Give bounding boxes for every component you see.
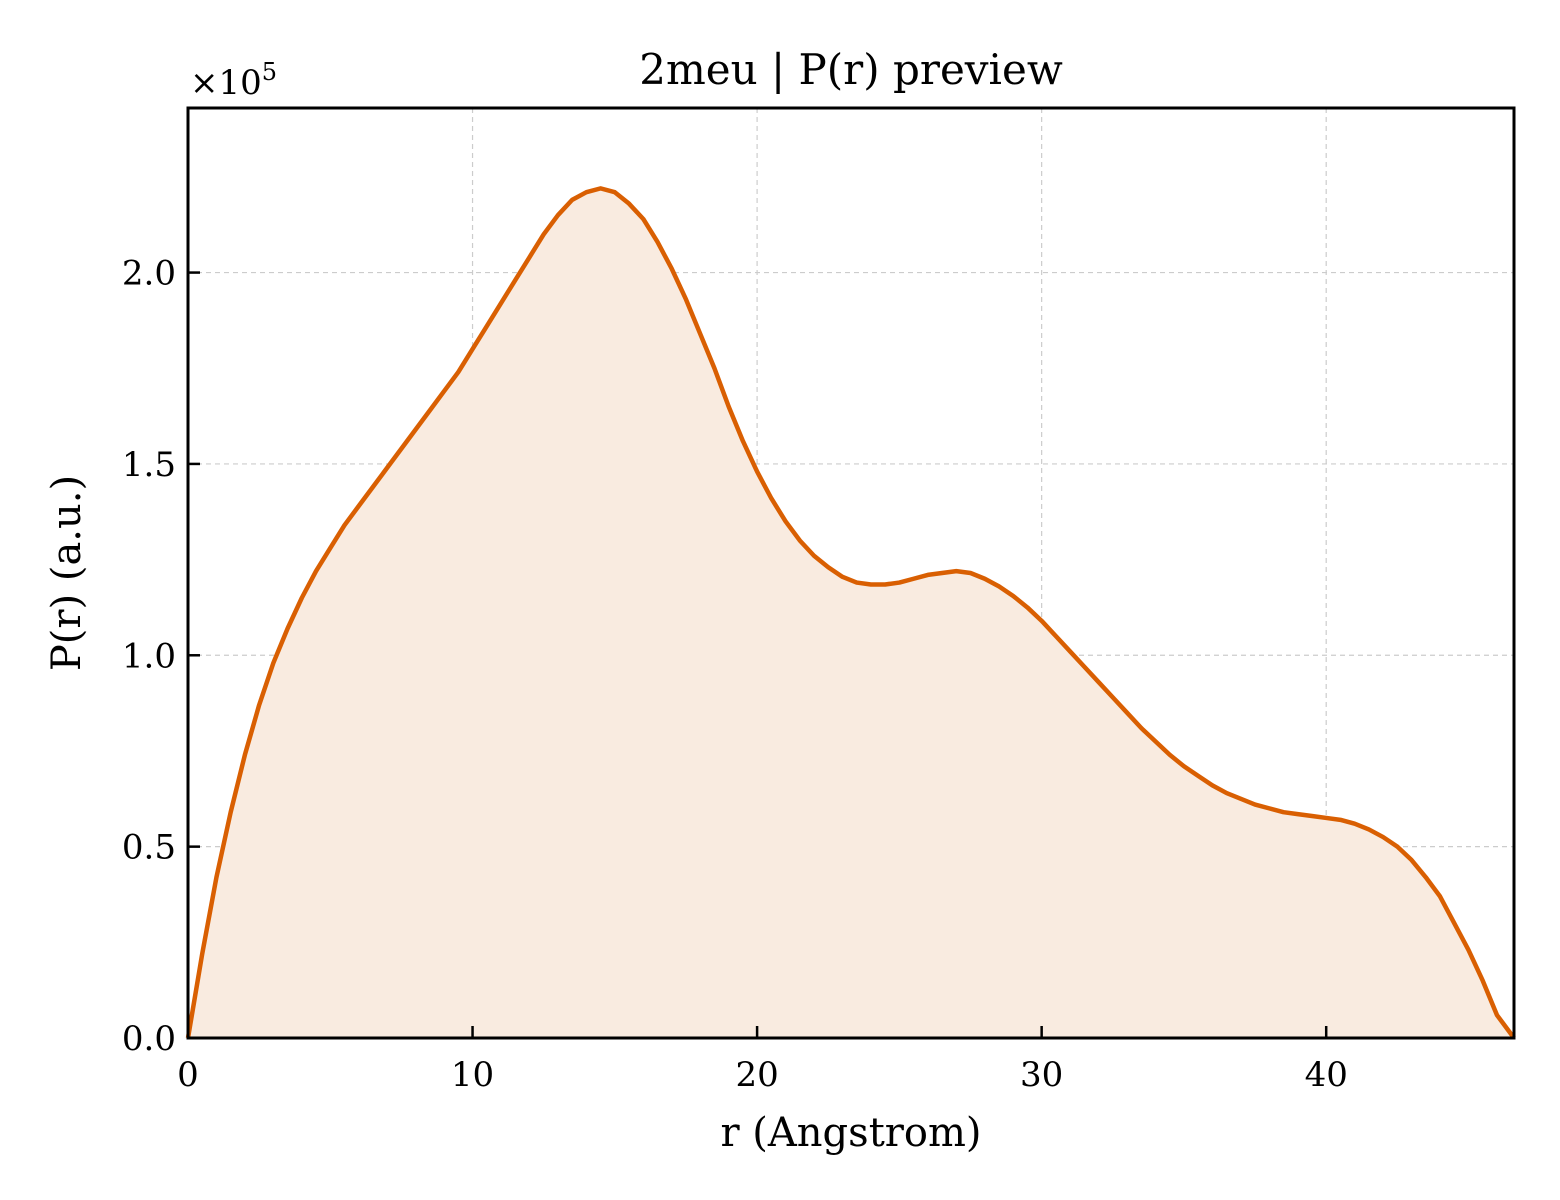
- y-tick-label: 0.5: [122, 828, 176, 868]
- plot-frame: [186, 106, 1516, 1040]
- y-tick-label: 0.0: [122, 1019, 176, 1059]
- x-tick-label: 30: [1020, 1055, 1063, 1095]
- y-tick-label: 2.0: [122, 254, 176, 294]
- y-multiplier-exponent: 5: [262, 58, 277, 86]
- area-fill: [188, 188, 1514, 1038]
- y-tick-label: 1.5: [122, 445, 176, 485]
- x-axis-label: r (Angstrom): [720, 1110, 981, 1156]
- y-axis-label: P(r) (a.u.): [44, 475, 90, 671]
- y-tick-labels: 0.0 0.5 1.0 1.5 2.0: [122, 254, 176, 1059]
- x-tick-label: 40: [1305, 1055, 1348, 1095]
- y-multiplier: ×105: [190, 58, 277, 103]
- y-tick-label: 1.0: [122, 636, 176, 676]
- series-line: [185, 186, 1516, 1040]
- x-tick-label: 20: [735, 1055, 778, 1095]
- chart-title: 2meu | P(r) preview: [639, 45, 1063, 94]
- x-tick-label: 10: [451, 1055, 494, 1095]
- ticks: [186, 271, 1328, 1040]
- x-tick-labels: 0 10 20 30 40: [177, 1055, 1348, 1095]
- y-multiplier-base: ×10: [190, 63, 262, 103]
- x-tick-label: 0: [177, 1055, 199, 1095]
